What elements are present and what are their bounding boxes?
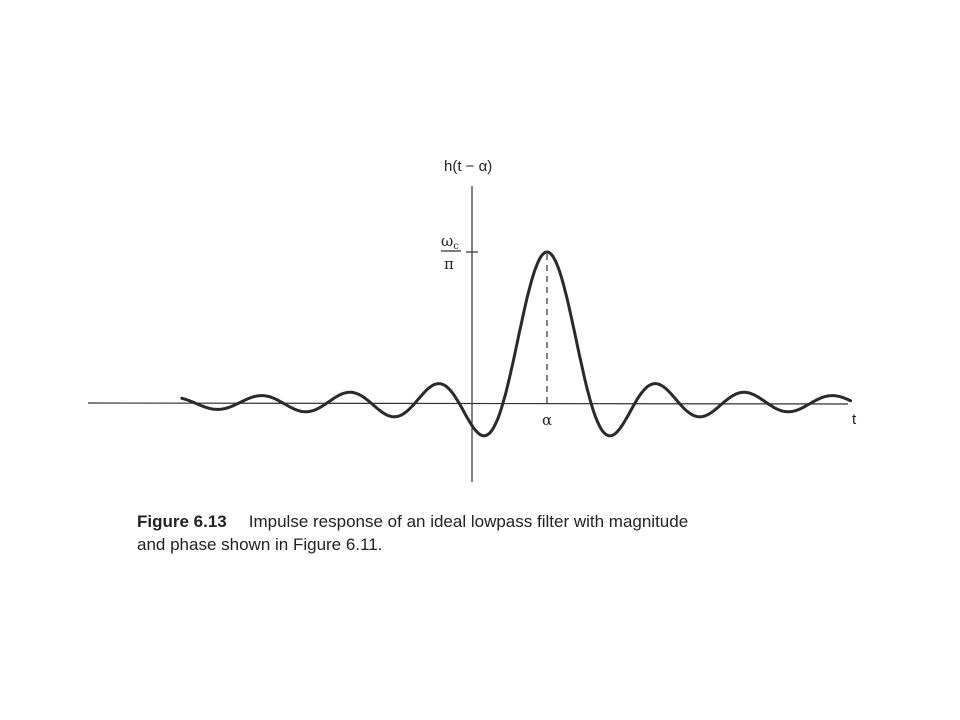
caption-line-1: Figure 6.13 Impulse response of an ideal …	[137, 510, 857, 533]
x-axis-label: t	[852, 411, 857, 428]
peak-value-label: ωc π	[441, 232, 461, 273]
caption-line-2: and phase shown in Figure 6.11.	[137, 535, 383, 554]
figure-number: Figure 6.13	[137, 512, 227, 531]
sinc-curve	[180, 250, 853, 438]
peak-label-numerator: ωc	[441, 232, 459, 252]
caption-text-1: Impulse response of an ideal lowpass fil…	[248, 512, 689, 531]
x-axis	[87, 402, 849, 405]
figure-caption: Figure 6.13 Impulse response of an ideal …	[137, 510, 857, 556]
peak-position-label: α	[542, 411, 552, 429]
y-axis-label: h(t − α)	[444, 158, 492, 175]
peak-label-denominator: π	[444, 255, 454, 273]
